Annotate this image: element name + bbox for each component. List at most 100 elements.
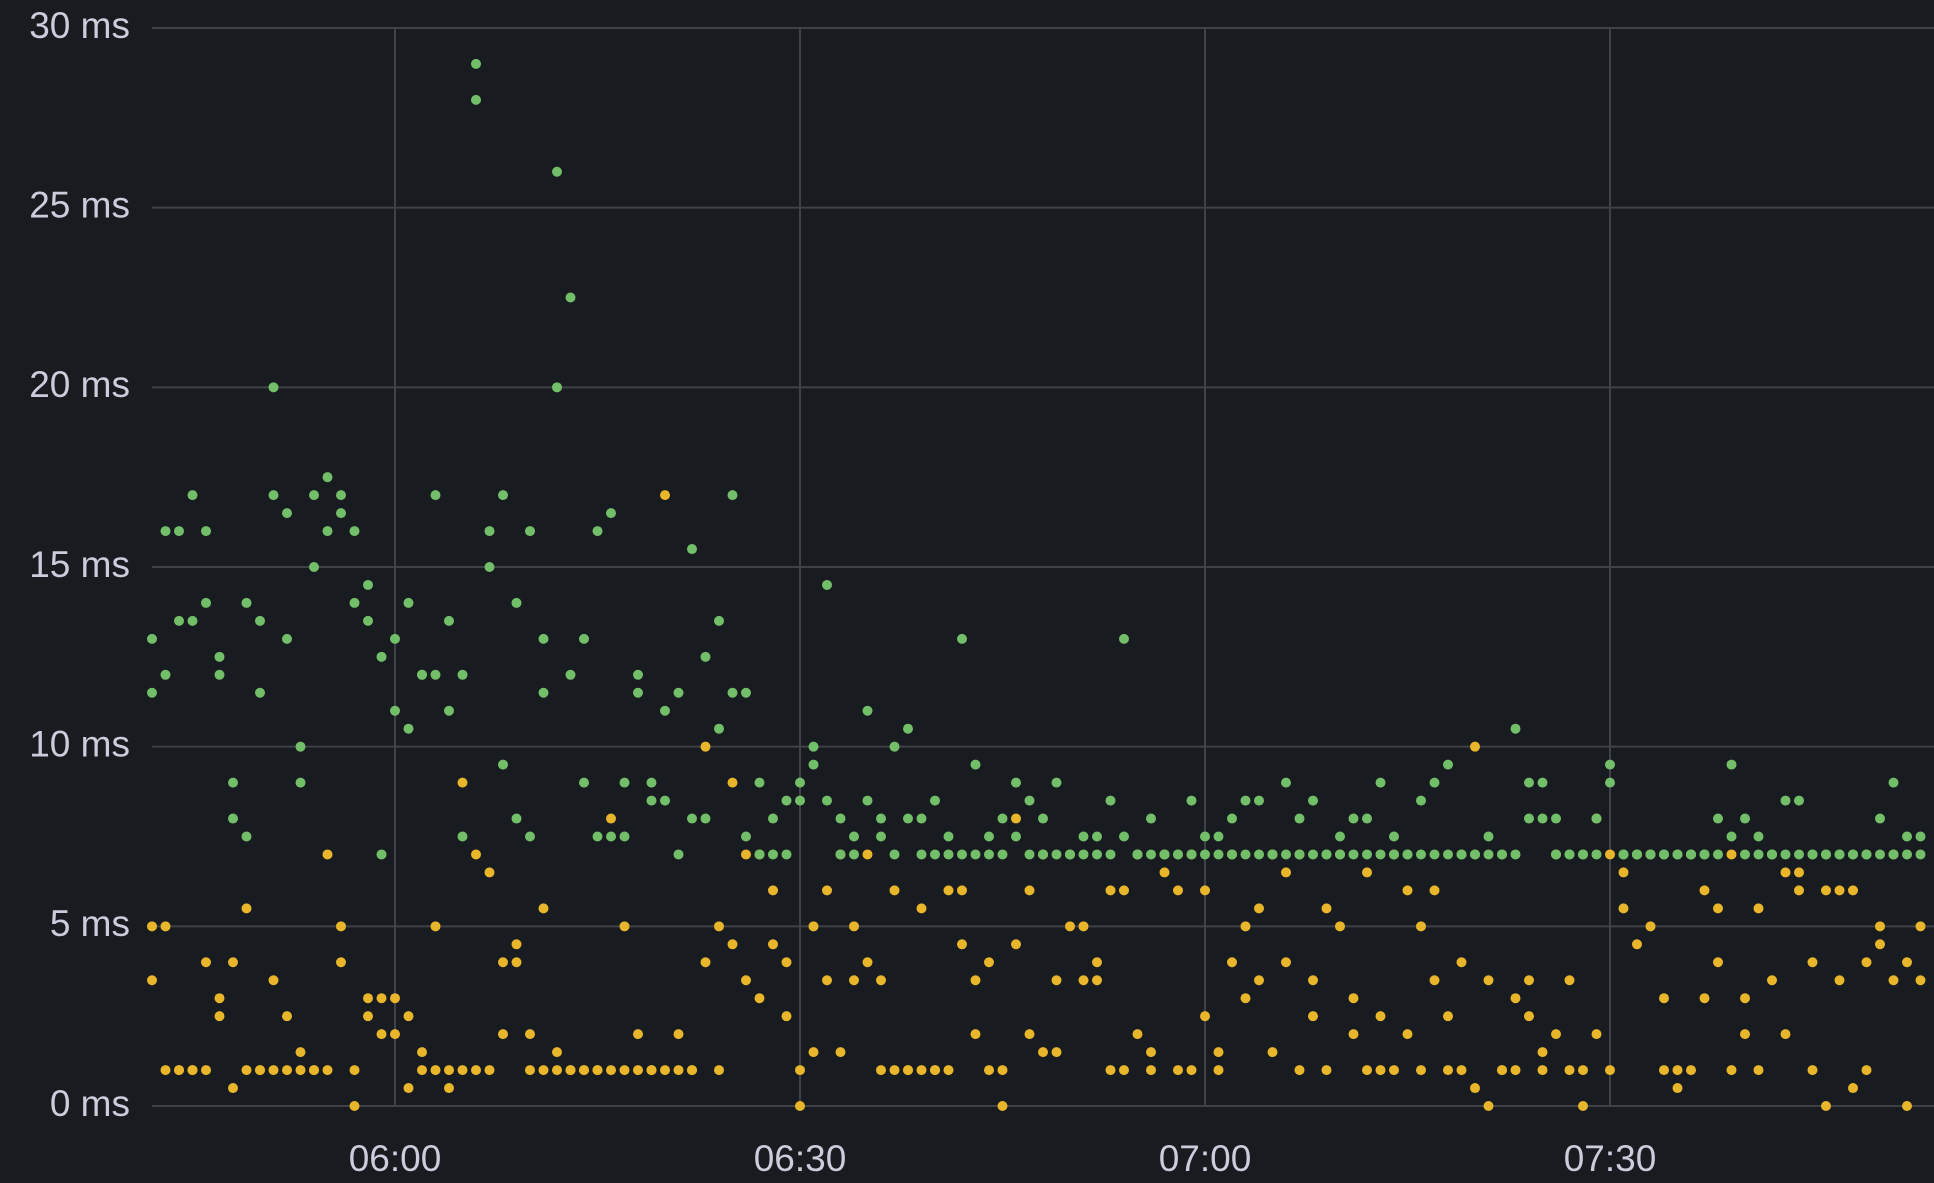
point [822,975,832,986]
point [646,777,657,788]
point [876,1065,886,1076]
point [768,849,778,860]
point [1051,849,1062,860]
point [444,615,454,626]
point [1524,777,1534,788]
point [363,1011,373,1022]
point [592,831,603,842]
point [430,921,441,932]
point [1011,777,1021,788]
point [1200,849,1210,860]
point [376,1029,387,1040]
point [511,597,522,608]
point [943,831,954,842]
point [1443,849,1453,860]
point [633,1065,643,1076]
point [255,1065,265,1076]
point [1132,1029,1143,1040]
point [1605,1065,1615,1076]
point [1308,795,1318,806]
point [1659,849,1669,860]
point [1038,849,1048,860]
point [430,1065,441,1076]
point [754,849,765,860]
point [1200,831,1210,842]
point [1821,1101,1831,1111]
point [1402,1029,1413,1040]
point [957,885,967,896]
point [1281,957,1291,968]
point [1686,849,1696,860]
point [1605,777,1615,788]
point [1416,1065,1426,1076]
point [1537,777,1548,788]
x-tick-label: 07:30 [1564,1138,1657,1179]
point [322,472,333,483]
point [457,1065,468,1076]
point [808,741,819,752]
point [1200,1011,1210,1022]
point [1335,849,1345,860]
point [1038,1047,1048,1058]
point [525,1029,535,1040]
point [403,597,414,608]
point [403,1083,414,1094]
point [1254,795,1264,806]
point [1578,1101,1588,1111]
point [687,544,697,555]
point [1740,1029,1750,1040]
point [1578,1065,1588,1076]
point [1429,975,1440,986]
point [430,490,441,501]
point [1578,849,1588,860]
point [255,615,265,626]
point [565,669,576,680]
point [403,723,414,734]
point [147,633,157,644]
point [147,687,157,698]
point [768,813,778,824]
point [1794,867,1804,878]
point [201,957,211,968]
point [322,1065,333,1076]
point [970,1029,981,1040]
point [1024,795,1035,806]
point [1821,849,1831,860]
point [1011,939,1021,950]
point [579,777,589,788]
point [565,292,576,303]
point [997,849,1008,860]
point [1537,1065,1548,1076]
point [1713,813,1723,824]
y-tick-label: 25 ms [29,184,130,225]
point [1213,1065,1224,1076]
point [1807,957,1818,968]
point [1875,813,1885,824]
point [363,615,373,626]
point [1173,1065,1183,1076]
point [1105,795,1116,806]
point [282,1065,292,1076]
point [1497,849,1507,860]
point [1902,849,1912,860]
point [241,903,252,914]
point [1389,849,1399,860]
point [565,1065,576,1076]
point [228,957,238,968]
point [1213,1047,1224,1058]
point [606,831,616,842]
point [876,975,886,986]
point [1281,849,1291,860]
point [849,849,859,860]
point [1753,831,1764,842]
point [781,795,792,806]
point [1375,849,1386,860]
point [943,885,954,896]
point [1375,777,1386,788]
point [633,669,643,680]
point [1011,831,1021,842]
point [1672,1065,1683,1076]
point [673,1065,684,1076]
point [1848,885,1858,896]
point [1065,849,1075,860]
